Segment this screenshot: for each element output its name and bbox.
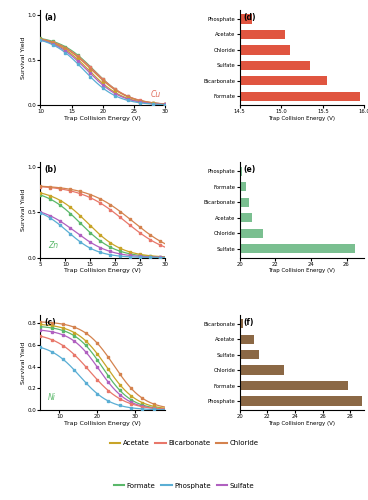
Text: Ni: Ni bbox=[48, 394, 56, 402]
Bar bbox=[240, 166, 241, 176]
Bar bbox=[240, 366, 284, 374]
X-axis label: Trap Collision Energy (V): Trap Collision Energy (V) bbox=[64, 268, 141, 273]
X-axis label: Trap Collision Energy (V): Trap Collision Energy (V) bbox=[64, 420, 141, 426]
Bar bbox=[240, 381, 348, 390]
X-axis label: Trap Collision Energy (V): Trap Collision Energy (V) bbox=[269, 116, 336, 121]
Text: Cu: Cu bbox=[151, 90, 161, 98]
Y-axis label: Survival Yield: Survival Yield bbox=[21, 36, 26, 79]
Text: Zn: Zn bbox=[48, 241, 58, 250]
Y-axis label: Survival Yield: Survival Yield bbox=[21, 189, 26, 231]
Bar bbox=[240, 182, 246, 192]
Text: (e): (e) bbox=[244, 165, 256, 174]
Bar bbox=[240, 76, 327, 86]
X-axis label: Trap Collision Energy (V): Trap Collision Energy (V) bbox=[64, 116, 141, 121]
Text: (a): (a) bbox=[44, 13, 56, 22]
Bar bbox=[240, 46, 290, 54]
Legend: Formate, Phosphate, Sulfate: Formate, Phosphate, Sulfate bbox=[111, 480, 257, 492]
Bar bbox=[240, 60, 310, 70]
Legend: Acetate, Bicarbonate, Chloride: Acetate, Bicarbonate, Chloride bbox=[107, 438, 261, 449]
Bar bbox=[240, 92, 360, 101]
Bar bbox=[240, 30, 286, 39]
Bar bbox=[240, 14, 252, 24]
Bar bbox=[240, 350, 259, 360]
X-axis label: Trap Collision Energy (V): Trap Collision Energy (V) bbox=[269, 420, 336, 426]
Text: (d): (d) bbox=[244, 13, 256, 22]
Text: (f): (f) bbox=[244, 318, 254, 326]
Text: (b): (b) bbox=[44, 165, 57, 174]
Bar bbox=[240, 244, 355, 254]
X-axis label: Trap Collision Energy (V): Trap Collision Energy (V) bbox=[269, 268, 336, 273]
Text: (c): (c) bbox=[44, 318, 56, 326]
Y-axis label: Survival Yield: Survival Yield bbox=[21, 341, 26, 384]
Bar bbox=[240, 228, 263, 238]
Bar bbox=[240, 319, 243, 328]
Bar bbox=[240, 198, 249, 207]
Bar bbox=[240, 213, 252, 222]
Bar bbox=[240, 334, 254, 344]
Bar bbox=[240, 396, 361, 406]
